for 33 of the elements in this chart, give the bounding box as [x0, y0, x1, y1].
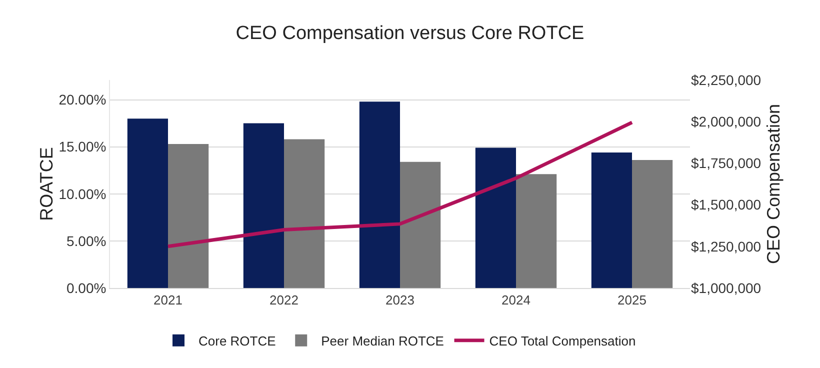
y-tick-label: 0.00% [66, 280, 106, 296]
y2-tick-label: $1,250,000 [691, 238, 762, 254]
bar [243, 123, 284, 288]
bar [400, 162, 441, 288]
y2-tick-label: $1,500,000 [691, 196, 762, 213]
y-tick-label: 20.00% [58, 92, 106, 108]
y2-axis-title: CEO Compensation [763, 104, 784, 264]
bar [168, 144, 209, 288]
y-tick-label: 5.00% [66, 232, 106, 249]
bar [632, 160, 673, 288]
bar [284, 139, 325, 288]
x-tick-label: 2023 [386, 292, 414, 308]
x-tick-label: 2024 [502, 292, 530, 308]
y-tick-label: 15.00% [58, 138, 106, 155]
x-tick-label: 2022 [270, 292, 298, 308]
x-tick-label: 2021 [154, 292, 182, 308]
x-tick-label: 2025 [618, 292, 646, 308]
line-series [166, 120, 634, 248]
y2-tick-label: $1,750,000 [691, 155, 762, 172]
y2-tick-label: $2,000,000 [691, 114, 762, 130]
legend-label: CEO Total Compensation [489, 333, 636, 348]
y2-tick-label: $1,000,000 [691, 280, 762, 296]
y2-tick-label: $2,250,000 [691, 72, 762, 88]
bar [591, 152, 632, 288]
bar [516, 174, 557, 288]
y-axis-title: ROATCE [36, 147, 57, 221]
bar [127, 118, 168, 288]
legend-label: Core ROTCE [198, 333, 276, 348]
bar [475, 148, 516, 288]
y-tick-label: 10.00% [58, 186, 106, 202]
bar [359, 102, 400, 288]
chart-title: CEO Compensation versus Core ROTCE [236, 23, 584, 44]
legend-label: Peer Median ROTCE [321, 333, 444, 348]
